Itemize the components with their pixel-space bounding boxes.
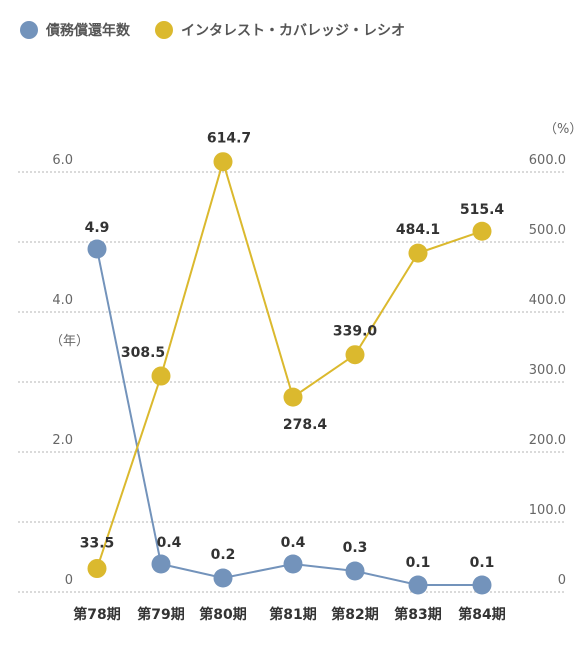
data-point <box>87 559 107 579</box>
legend: 債務償還年数 インタレスト・カバレッジ・レシオ <box>20 21 405 39</box>
x-axis-labels: 第78期 第79期 第80期 第81期 第82期 第83期 第84期 <box>73 606 505 623</box>
data-point <box>151 366 171 386</box>
data-label: 0.4 <box>157 535 182 551</box>
gridlines <box>18 171 566 593</box>
data-label: 614.7 <box>207 131 251 147</box>
legend-label-repayment-years: 債務償還年数 <box>45 22 131 39</box>
right-axis-tick-label: 0 <box>558 573 566 588</box>
data-label: 339.0 <box>333 324 378 340</box>
data-label: 515.4 <box>460 202 505 218</box>
data-labels: 4.9 0.4 0.2 0.4 0.3 0.1 0.1 33.5 308.5 614.7 278.4… <box>80 131 505 571</box>
legend-label-interest-coverage: インタレスト・カバレッジ・レシオ <box>181 23 405 39</box>
data-label: 0.1 <box>406 555 431 571</box>
right-axis-tick-label: 400.0 <box>529 293 566 308</box>
data-point <box>408 575 428 595</box>
data-point <box>283 554 303 574</box>
x-axis-category-label: 第83期 <box>394 606 441 623</box>
data-point <box>408 243 428 263</box>
data-label: 33.5 <box>80 536 115 552</box>
series-points <box>87 152 492 595</box>
data-point <box>151 554 171 574</box>
right-axis-tick-label: 500.0 <box>529 223 566 238</box>
legend-marker-repayment-years <box>20 21 38 39</box>
data-label: 0.3 <box>343 540 368 556</box>
right-axis-tick-label: 300.0 <box>529 363 566 378</box>
data-point <box>472 575 492 595</box>
data-point <box>345 561 365 581</box>
right-axis-tick-label: 100.0 <box>529 503 566 518</box>
legend-marker-interest-coverage <box>155 21 173 39</box>
left-axis-unit: （年） <box>50 334 89 349</box>
data-label: 4.9 <box>85 220 110 236</box>
x-axis-category-label: 第84期 <box>458 606 505 623</box>
data-point <box>283 387 303 407</box>
x-axis-category-label: 第82期 <box>331 606 378 623</box>
x-axis-category-label: 第78期 <box>73 606 120 623</box>
x-axis-category-label: 第79期 <box>137 606 184 623</box>
x-axis-category-label: 第80期 <box>199 606 246 623</box>
data-label: 0.4 <box>281 535 306 551</box>
data-label: 308.5 <box>121 345 165 361</box>
right-axis-unit: （%） <box>544 122 582 137</box>
left-axis-tick-label: 2.0 <box>52 433 73 448</box>
data-point <box>213 152 233 172</box>
data-point <box>345 345 365 365</box>
data-label: 0.1 <box>470 555 495 571</box>
data-label: 278.4 <box>283 417 328 433</box>
right-axis-tick-label: 200.0 <box>529 433 566 448</box>
axes: （年） （%） 0 100.0 200.0 300.0 400.0 500.0 600.0 0… <box>50 122 582 588</box>
data-point <box>213 568 233 588</box>
data-label: 0.2 <box>211 547 236 563</box>
left-axis-tick-label: 0 <box>65 573 73 588</box>
data-label: 484.1 <box>396 222 440 238</box>
data-point <box>472 221 492 241</box>
left-axis-tick-label: 4.0 <box>52 293 73 308</box>
data-point <box>87 239 107 259</box>
x-axis-category-label: 第81期 <box>269 606 316 623</box>
left-axis-tick-label: 6.0 <box>52 153 73 168</box>
right-axis-tick-label: 600.0 <box>529 153 566 168</box>
